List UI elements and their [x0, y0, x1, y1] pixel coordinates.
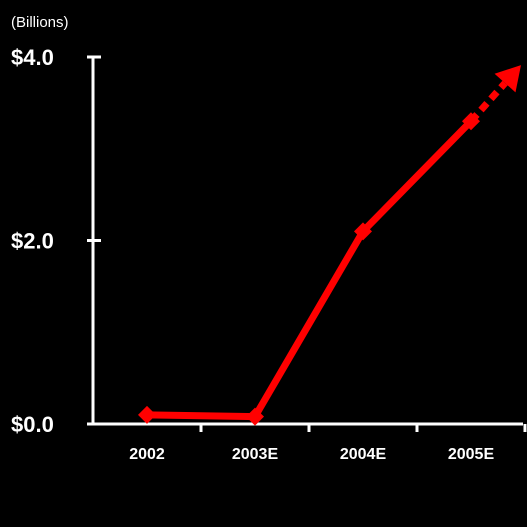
y-tick-label: $2.0 — [11, 229, 54, 254]
series-line — [143, 117, 475, 421]
y-tick-label: $4.0 — [11, 45, 54, 70]
x-tick-label: 2005E — [448, 446, 495, 463]
data-point-marker — [246, 407, 264, 426]
x-ticks: 2002 2003E 2004E 2005E — [129, 424, 527, 463]
data-point-marker — [354, 222, 372, 241]
y-ticks: $0.0 $2.0 $4.0 — [11, 45, 101, 437]
x-tick-label: 2003E — [232, 446, 279, 463]
data-point-marker — [138, 405, 156, 424]
projection-dashed-line — [468, 80, 508, 124]
data-point-marker — [462, 112, 480, 131]
series-layer — [138, 65, 521, 426]
unit-note: (Billions) — [11, 14, 69, 31]
y-tick-label: $0.0 — [11, 412, 54, 437]
projection-arrowhead — [494, 65, 521, 93]
axes — [91, 57, 523, 426]
x-tick-label: 2004E — [340, 446, 387, 463]
x-tick-label: 2002 — [129, 446, 165, 463]
